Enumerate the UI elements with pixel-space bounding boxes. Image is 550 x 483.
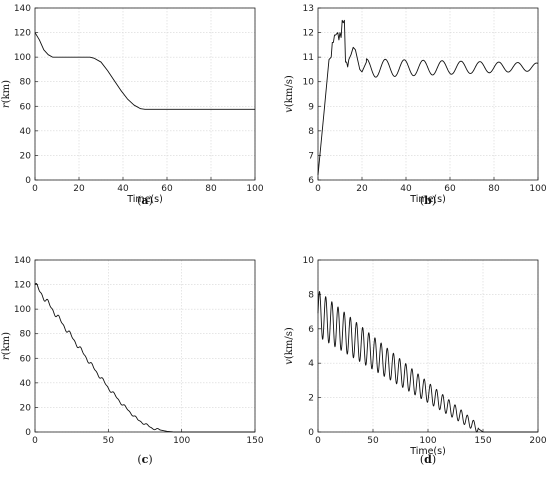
y-tick-label: 0 bbox=[25, 176, 31, 186]
y-tick-label: 20 bbox=[20, 403, 32, 413]
x-tick-label: 40 bbox=[117, 184, 129, 194]
x-tick-label: 100 bbox=[419, 436, 436, 446]
x-tick-label: 0 bbox=[315, 184, 321, 194]
chart-panel-c: 0 50 100 150 0 20 40 60 80 100 120 140 r(km) (c) bbox=[1, 256, 264, 466]
x-axis-label: Time(s) bbox=[409, 446, 446, 457]
x-axis-label: Time(s) bbox=[126, 194, 163, 205]
y-tick-label: 6 bbox=[308, 325, 314, 335]
y-tick-label: 11 bbox=[303, 53, 314, 63]
y-tick-label: 8 bbox=[308, 127, 314, 137]
y-tick-label: 12 bbox=[303, 29, 314, 39]
x-tick-label: 20 bbox=[73, 184, 85, 194]
y-tick-label: 2 bbox=[308, 394, 314, 404]
y-tick-label: 80 bbox=[20, 78, 32, 88]
y-tick-label: 20 bbox=[20, 151, 32, 161]
series-line-c bbox=[34, 283, 256, 433]
plot-area-frame bbox=[34, 7, 256, 181]
y-axis-label: r(km) bbox=[1, 80, 12, 108]
y-axis-label: v(km/s) bbox=[284, 75, 295, 113]
x-tick-label: 100 bbox=[529, 184, 546, 194]
y-tick-label: 120 bbox=[14, 29, 31, 39]
y-tick-label: 8 bbox=[308, 290, 314, 300]
series-line-a bbox=[34, 32, 255, 110]
x-axis-label: Time(s) bbox=[409, 194, 446, 205]
y-tick-label: 140 bbox=[14, 256, 31, 266]
x-tick-label: 0 bbox=[315, 436, 321, 446]
plot-area-frame bbox=[317, 7, 539, 181]
x-tick-label: 0 bbox=[32, 184, 38, 194]
x-tick-label: 40 bbox=[400, 184, 412, 194]
y-axis-label: v(km/s) bbox=[284, 327, 295, 365]
y-tick-label: 40 bbox=[20, 127, 32, 137]
x-tick-label: 150 bbox=[246, 436, 263, 446]
y-tick-label: 10 bbox=[303, 78, 315, 88]
y-tick-label: 100 bbox=[14, 305, 31, 315]
y-tick-label: 100 bbox=[14, 53, 31, 63]
x-tick-label: 20 bbox=[356, 184, 368, 194]
y-tick-label: 80 bbox=[20, 330, 32, 340]
x-tick-label: 50 bbox=[103, 436, 115, 446]
y-tick-label: 0 bbox=[25, 428, 31, 438]
x-tick-label: 50 bbox=[367, 436, 379, 446]
y-tick-label: 40 bbox=[20, 379, 32, 389]
y-tick-label: 140 bbox=[14, 4, 31, 14]
y-tick-label: 7 bbox=[308, 151, 314, 161]
y-tick-label: 13 bbox=[303, 4, 314, 14]
series-line-b bbox=[317, 19, 539, 176]
panel-caption: (a) bbox=[137, 194, 153, 207]
x-tick-label: 200 bbox=[529, 436, 546, 446]
y-tick-label: 0 bbox=[308, 428, 314, 438]
x-tick-label: 100 bbox=[173, 436, 190, 446]
y-tick-label: 60 bbox=[20, 102, 32, 112]
x-tick-label: 0 bbox=[32, 436, 38, 446]
y-tick-label: 6 bbox=[308, 176, 314, 186]
series-line-d bbox=[317, 290, 539, 433]
y-tick-label: 10 bbox=[303, 256, 315, 266]
panel-caption: (c) bbox=[137, 453, 152, 466]
chart-panel-d: 0 50 100 150 200 0 2 4 6 8 10 Time(s) v(km/s) (d) bbox=[284, 256, 547, 466]
y-tick-label: 120 bbox=[14, 281, 31, 291]
y-axis-label: r(km) bbox=[1, 332, 12, 360]
y-tick-label: 60 bbox=[20, 354, 32, 364]
y-tick-label: 9 bbox=[308, 102, 314, 112]
x-tick-label: 60 bbox=[444, 184, 456, 194]
plot-area-frame bbox=[34, 259, 256, 433]
chart-panel-a: 0 20 40 60 80 100 0 20 40 60 80 100 120 140 Time(s) r(k… bbox=[1, 4, 264, 207]
x-tick-label: 150 bbox=[474, 436, 491, 446]
panel-caption: (d) bbox=[420, 453, 436, 466]
x-tick-label: 80 bbox=[205, 184, 217, 194]
x-tick-label: 100 bbox=[246, 184, 263, 194]
x-tick-label: 60 bbox=[161, 184, 173, 194]
chart-panel-b: 0 20 40 60 80 100 6 7 8 9 10 11 12 13 Time(s) v(km/s) (b… bbox=[284, 4, 547, 207]
panel-caption: (b) bbox=[420, 194, 436, 207]
x-tick-label: 80 bbox=[488, 184, 500, 194]
y-tick-label: 4 bbox=[308, 359, 314, 369]
plot-area-frame bbox=[317, 259, 539, 433]
